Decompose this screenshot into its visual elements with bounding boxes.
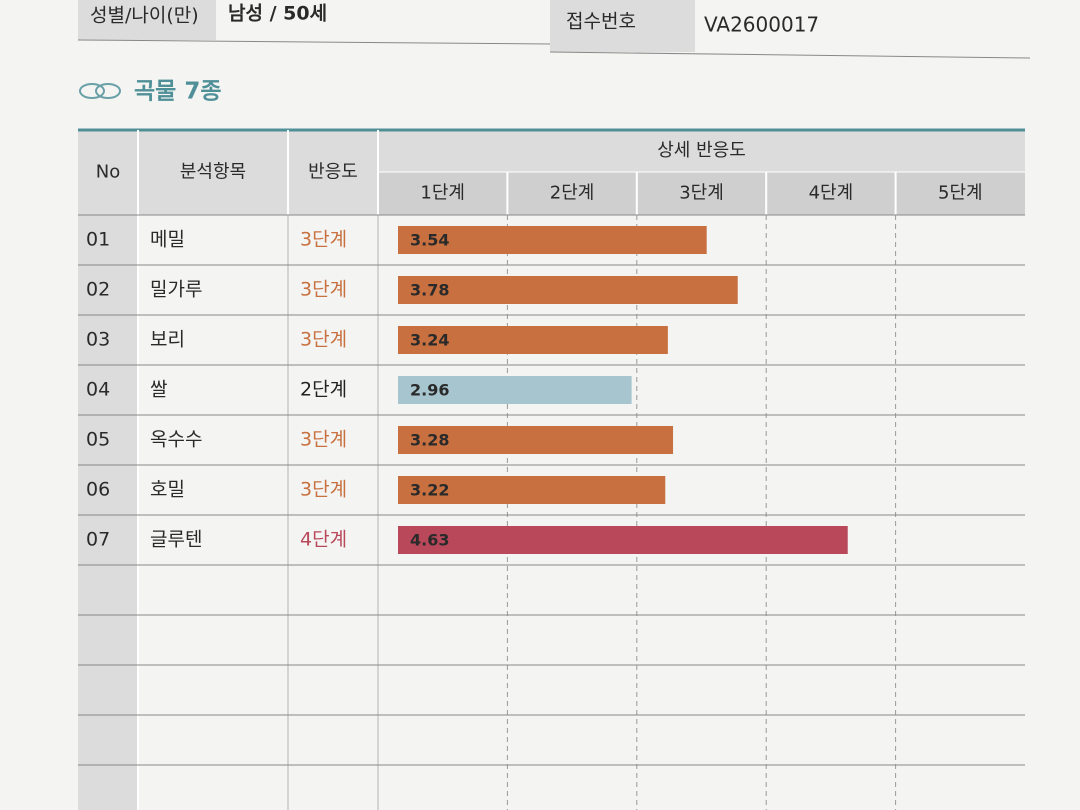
row-no: 07 bbox=[86, 529, 110, 551]
row-level: 4단계 bbox=[300, 529, 347, 551]
row-level: 2단계 bbox=[300, 379, 347, 401]
header-bg bbox=[378, 172, 1025, 215]
header-cell: 분석항목 bbox=[180, 162, 246, 183]
level-header: 1단계 bbox=[420, 183, 465, 204]
section-title: 곡물 7종 bbox=[134, 79, 222, 105]
row-item: 글루텐 bbox=[150, 529, 202, 551]
bar-value: 3.78 bbox=[410, 281, 449, 300]
row-no: 05 bbox=[86, 429, 110, 451]
header-cell: 상세 반응도 bbox=[657, 140, 746, 161]
row-level: 3단계 bbox=[300, 329, 347, 351]
row-no: 01 bbox=[86, 229, 110, 251]
level-header: 2단계 bbox=[550, 183, 595, 204]
info-line bbox=[77, 39, 551, 45]
info-label: 성별/나이(만) bbox=[90, 5, 199, 27]
header-cell: No bbox=[96, 162, 120, 183]
bar-value: 2.96 bbox=[410, 381, 449, 400]
row-item: 보리 bbox=[150, 329, 185, 351]
row-no: 03 bbox=[86, 329, 110, 351]
row-no: 04 bbox=[86, 379, 110, 401]
row-item: 옥수수 bbox=[150, 429, 202, 451]
bar-value: 3.24 bbox=[410, 331, 449, 350]
bar-value: 3.28 bbox=[410, 431, 449, 450]
row-no: 02 bbox=[86, 279, 110, 301]
level-header: 3단계 bbox=[679, 183, 724, 204]
reaction-bar bbox=[398, 526, 848, 554]
row-item: 밀가루 bbox=[150, 279, 202, 301]
info-value: VA2600017 bbox=[704, 13, 819, 37]
info-label-cell bbox=[550, 0, 695, 52]
row-item: 호밀 bbox=[150, 479, 185, 501]
info-value: 남성 / 50세 bbox=[228, 3, 327, 25]
reaction-bar bbox=[398, 326, 668, 354]
no-column-bg bbox=[78, 215, 138, 810]
level-header: 5단계 bbox=[938, 183, 983, 204]
row-level: 3단계 bbox=[300, 479, 347, 501]
reaction-bar bbox=[398, 376, 632, 404]
bar-value: 3.54 bbox=[410, 231, 449, 250]
row-level: 3단계 bbox=[300, 229, 347, 251]
row-item: 메밀 bbox=[150, 229, 185, 251]
bar-value: 3.22 bbox=[410, 481, 449, 500]
info-label: 접수번호 bbox=[566, 11, 636, 33]
info-label-cell bbox=[78, 0, 216, 40]
reaction-bar bbox=[398, 276, 738, 304]
bar-value: 4.63 bbox=[410, 531, 449, 550]
reaction-bar bbox=[398, 426, 674, 454]
level-header: 4단계 bbox=[809, 183, 854, 204]
row-level: 3단계 bbox=[300, 429, 347, 451]
row-no: 06 bbox=[86, 479, 110, 501]
reaction-bar bbox=[398, 476, 666, 504]
header-cell: 반응도 bbox=[308, 162, 358, 183]
info-line bbox=[549, 51, 1031, 59]
section-icon bbox=[79, 83, 121, 99]
row-level: 3단계 bbox=[300, 279, 347, 301]
reaction-bar bbox=[398, 226, 707, 254]
row-item: 쌀 bbox=[150, 379, 167, 401]
